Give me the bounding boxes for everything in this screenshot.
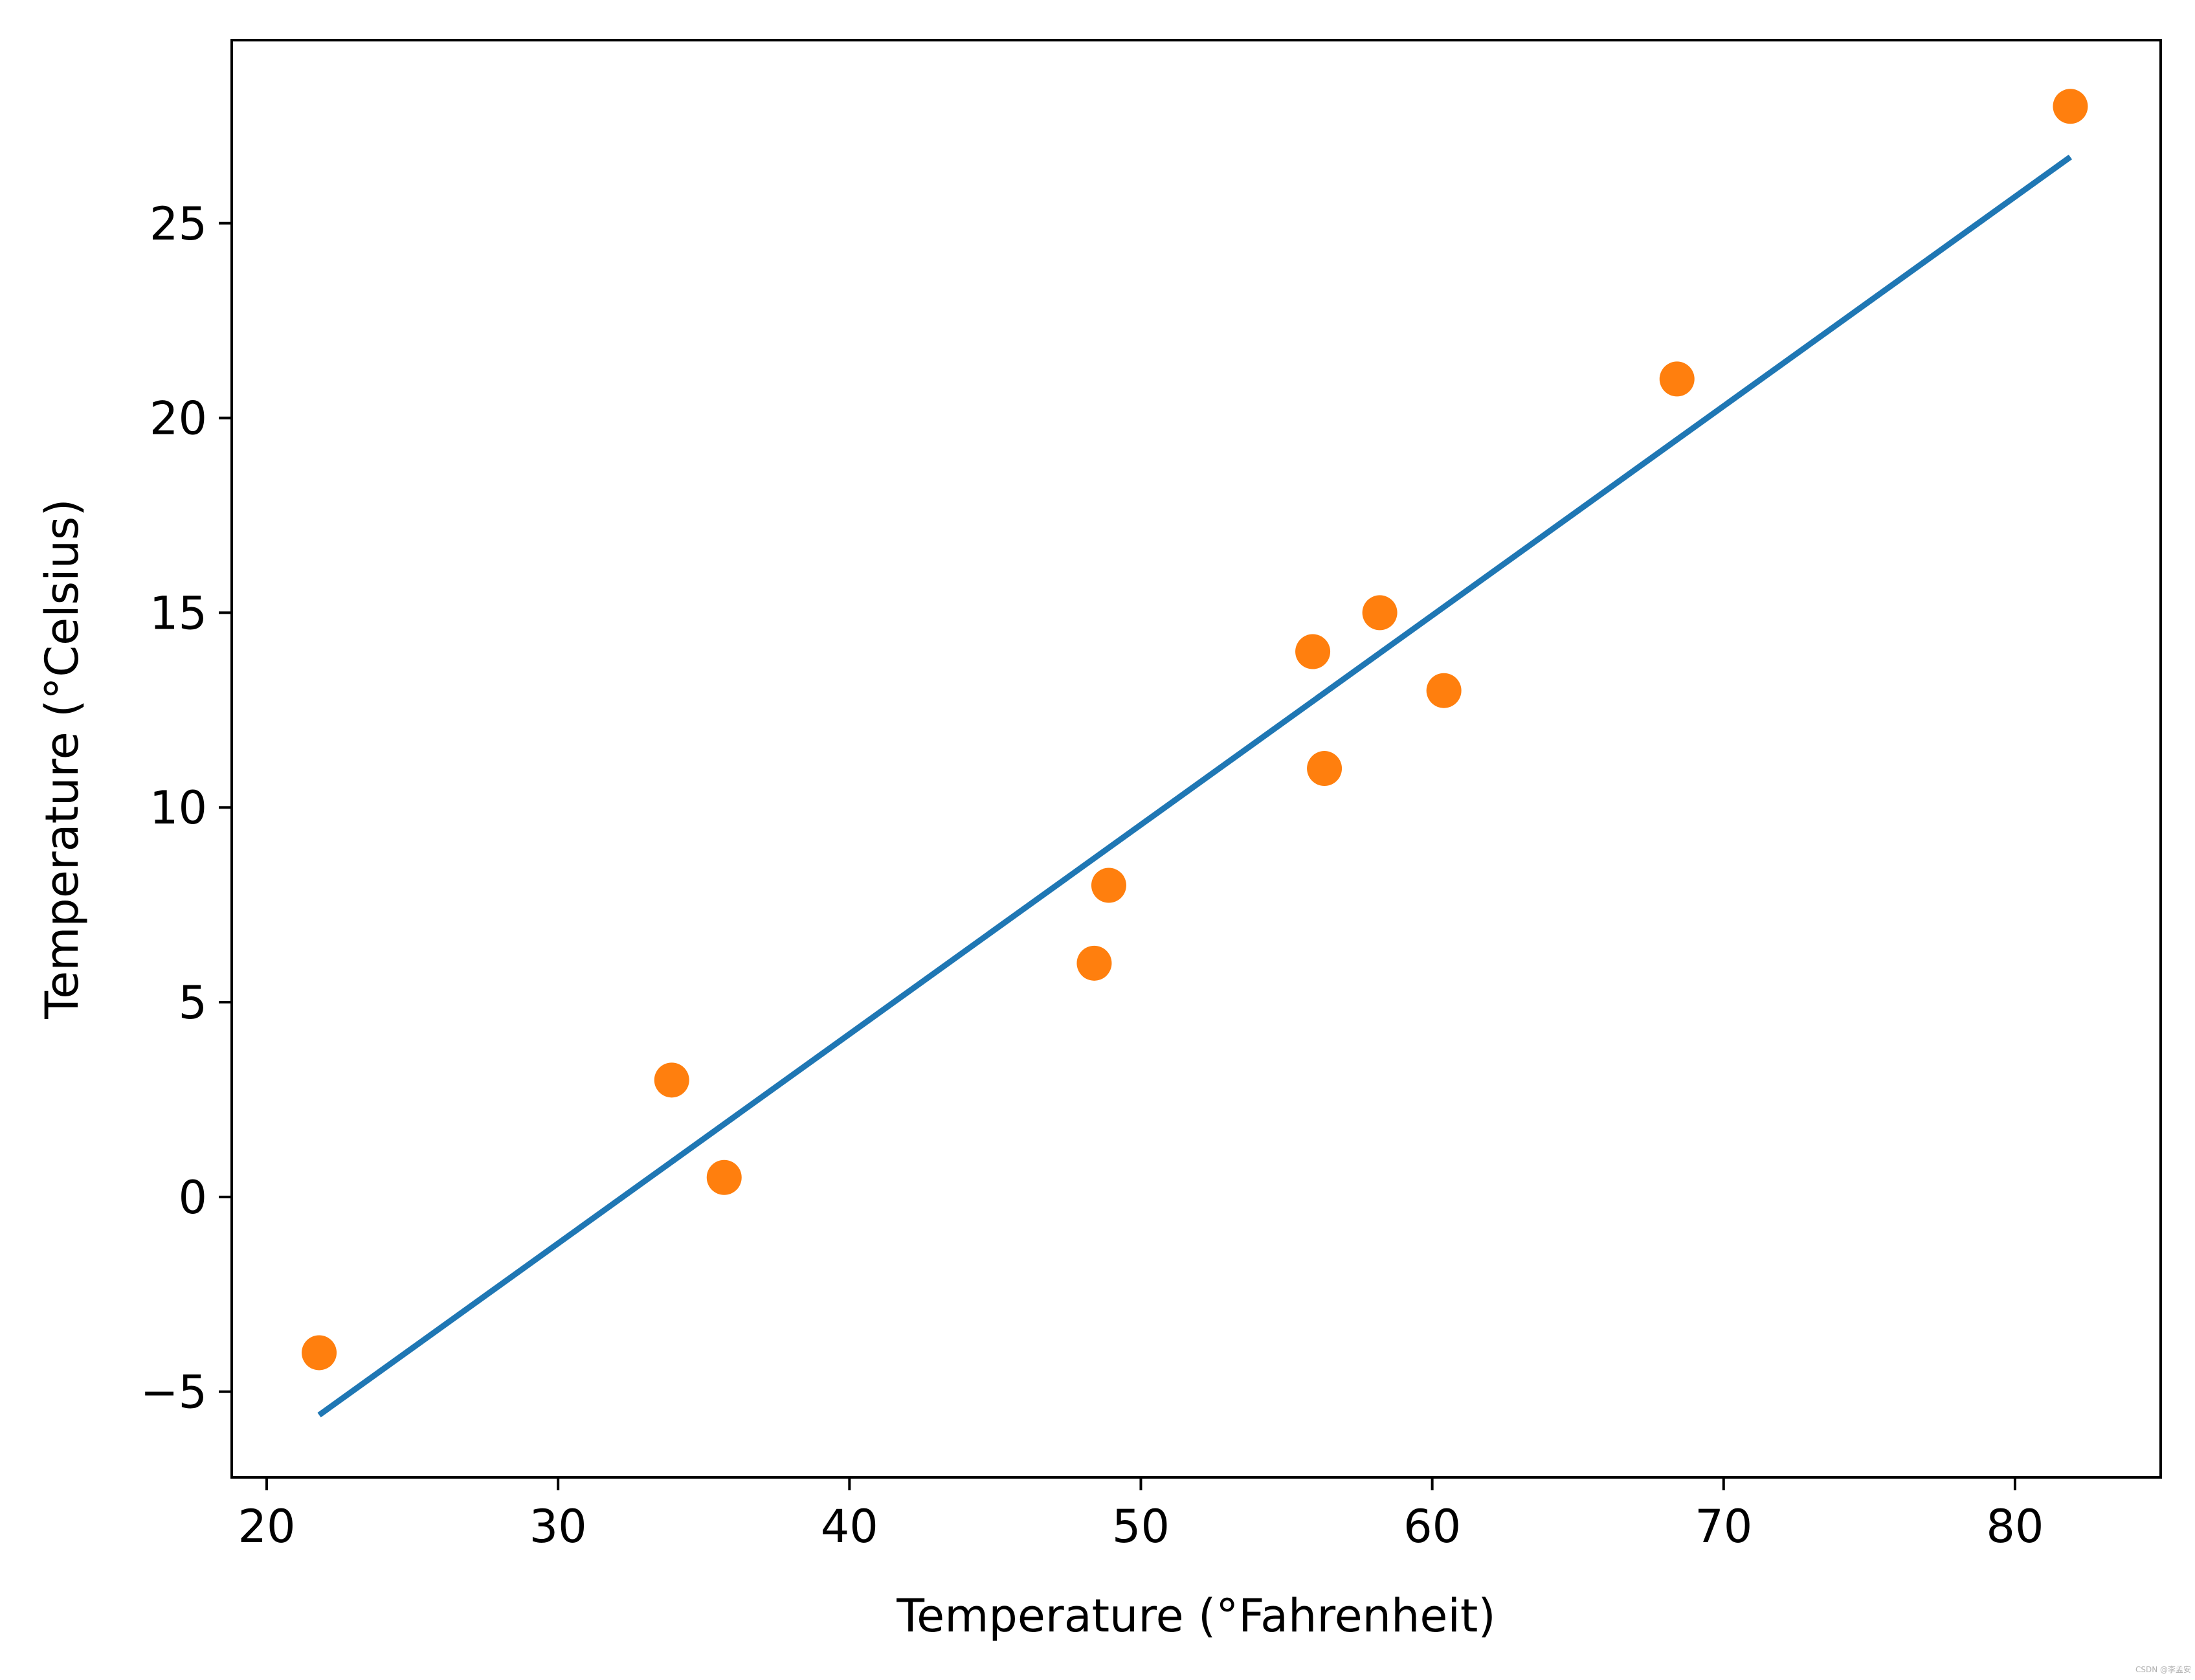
x-tick-label: 50 bbox=[1112, 1500, 1170, 1553]
x-tick-label: 60 bbox=[1403, 1500, 1461, 1553]
data-point bbox=[706, 1159, 742, 1195]
x-tick-label: 20 bbox=[238, 1500, 295, 1553]
data-point bbox=[302, 1335, 337, 1371]
watermark-text: CSDN @李孟安 bbox=[2135, 1664, 2191, 1674]
data-point bbox=[1426, 673, 1462, 708]
fit-line bbox=[317, 154, 2073, 1418]
plot-area bbox=[302, 89, 2088, 1418]
axes-frame bbox=[230, 39, 2162, 1479]
data-point bbox=[1362, 595, 1398, 631]
y-tick-label: 20 bbox=[150, 392, 207, 445]
x-tick-label: 70 bbox=[1695, 1500, 1752, 1553]
y-tick-label: −5 bbox=[140, 1366, 207, 1419]
data-point bbox=[1295, 634, 1331, 669]
y-axis-label: Temperature (°Celsius) bbox=[36, 498, 89, 1019]
axes: 20 30 40 50 60 70 80 −5 0 5 10 15 20 25 bbox=[140, 39, 2162, 1553]
data-point bbox=[1659, 361, 1695, 397]
x-tick-label: 80 bbox=[1986, 1500, 2044, 1553]
y-tick-label: 25 bbox=[150, 197, 207, 251]
y-tick-label: 5 bbox=[178, 976, 207, 1029]
data-point bbox=[1307, 751, 1343, 787]
data-point bbox=[1091, 868, 1126, 903]
y-tick-label: 10 bbox=[150, 781, 207, 834]
data-point bbox=[654, 1062, 689, 1098]
x-axis-label: Temperature (°Fahrenheit) bbox=[896, 1589, 1495, 1642]
y-tick-label: 15 bbox=[150, 587, 207, 640]
x-tick-label: 30 bbox=[529, 1500, 587, 1553]
data-point bbox=[1076, 945, 1112, 981]
y-tick-label: 0 bbox=[178, 1171, 207, 1224]
data-point bbox=[2053, 89, 2088, 124]
x-tick-label: 40 bbox=[821, 1500, 878, 1553]
